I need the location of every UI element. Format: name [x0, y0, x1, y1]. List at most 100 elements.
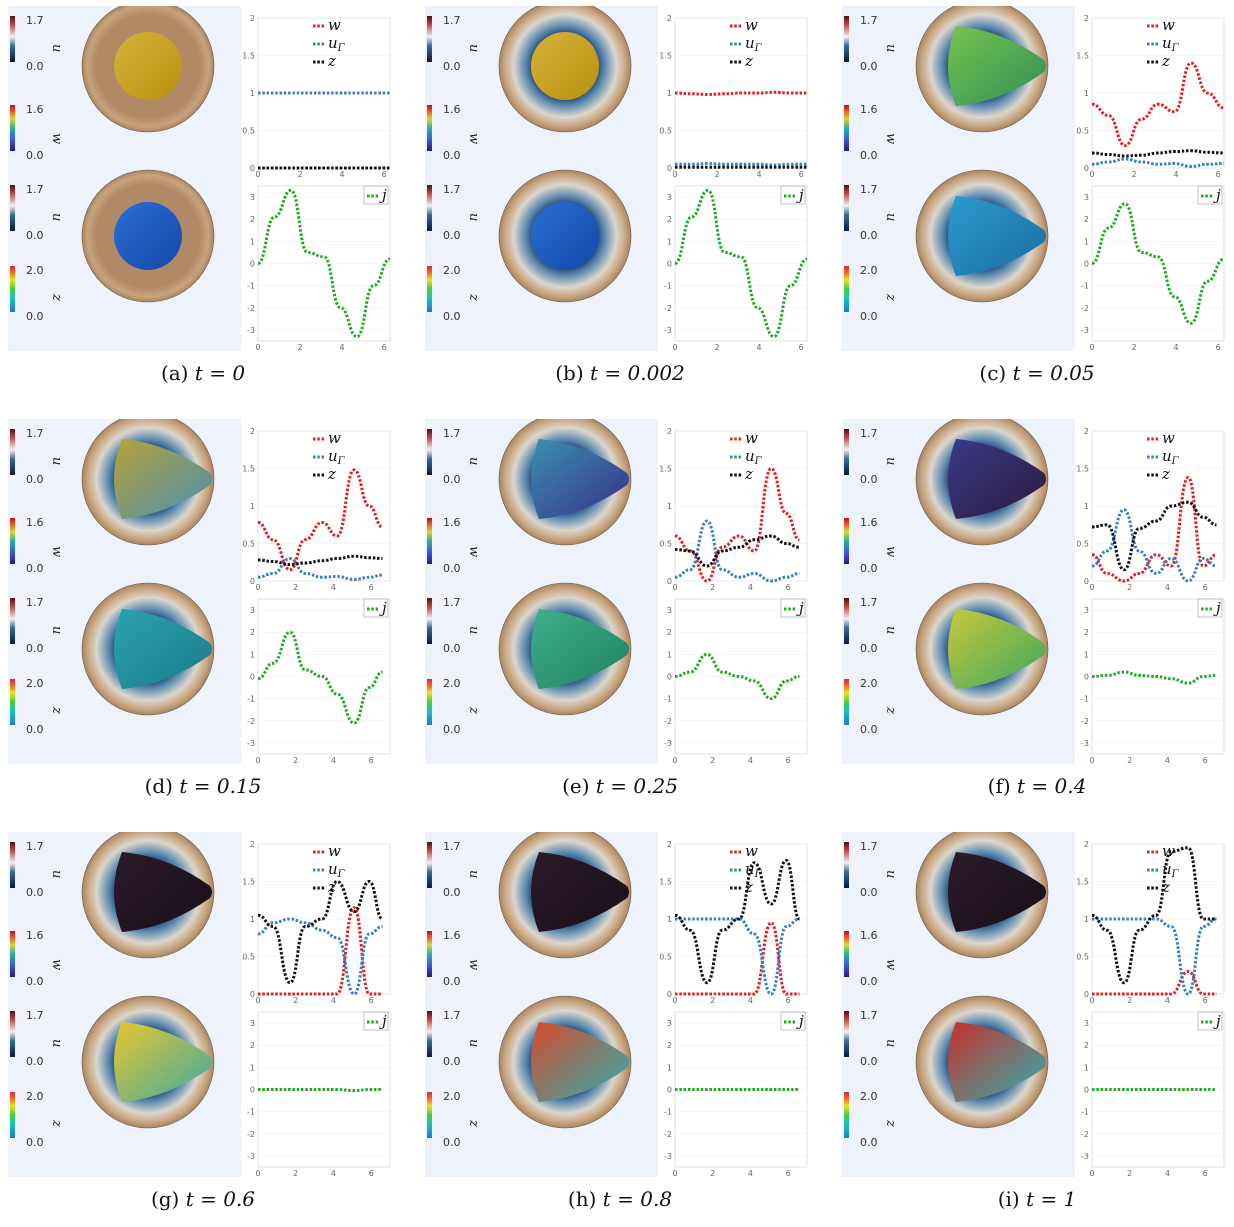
series-j-line	[257, 188, 391, 339]
series-w-line	[675, 921, 800, 996]
top-plot-ytick: 1	[667, 915, 672, 924]
bottom-plot-ytick: 0	[667, 1086, 672, 1095]
panel-e: 1.7 0.0 u 1.6 0.0 w 1.7 0.0 u 2.0 0.0 z 0 0.5 1 1.5 2 0 2 4…	[425, 419, 815, 814]
top-plot-ytick: 0	[1084, 164, 1089, 173]
top-plot-xtick: 2	[710, 996, 715, 1005]
colorbar-z	[427, 1092, 432, 1138]
bottom-plot-ytick: 2	[667, 1041, 672, 1050]
colorbar-u-bottom-label: u	[883, 1039, 898, 1047]
bottom-plot-xtick: 2	[293, 756, 298, 764]
colorbar-z-max: 2.0	[860, 677, 878, 690]
bottom-plot-ytick: 1	[667, 237, 672, 246]
colorbar-z-max: 2.0	[443, 1090, 461, 1103]
colorbar-u-bottom-max: 1.7	[443, 183, 461, 196]
colorbar-u-top	[10, 429, 15, 475]
top-plot-ytick: 0	[250, 990, 255, 999]
bottom-plot-xtick: 6	[786, 1169, 791, 1177]
panel-visual: 1.7 0.0 u 1.6 0.0 w 1.7 0.0 u 2.0 0.0 z 0 0.5 1 1.5 2 0 2 4…	[8, 6, 391, 351]
bottom-plot-ytick: -1	[247, 282, 255, 291]
legend-w-label: w	[1162, 429, 1175, 447]
panel-d: 1.7 0.0 u 1.6 0.0 w 1.7 0.0 u 2.0 0.0 z 0 0.5 1 1.5 2 0 2 4…	[8, 419, 398, 814]
panel-caption: (c) t = 0.05	[842, 361, 1232, 385]
colorbar-w-min: 0.0	[860, 149, 878, 162]
colorbar-u-bottom-label: u	[883, 213, 898, 221]
colorbar-z-min: 0.0	[443, 1136, 461, 1149]
bottom-plot-ytick: -1	[1081, 282, 1089, 291]
series-ugamma-line	[674, 519, 800, 583]
top-plot-ytick: 2	[667, 14, 672, 23]
colorbar-u-bottom-max: 1.7	[443, 1009, 461, 1022]
top-plot-ytick: 1	[667, 502, 672, 511]
colorbar-u-top-max: 1.7	[26, 840, 44, 853]
top-plot-ytick: 1.5	[659, 465, 672, 474]
top-plot-xtick: 2	[714, 170, 719, 179]
legend-w-label: w	[1162, 842, 1175, 860]
panel-visual: 1.7 0.0 u 1.6 0.0 w 1.7 0.0 u 2.0 0.0 z 0 0.5 1 1.5 2 0 2 4…	[842, 832, 1225, 1177]
panel-c: 1.7 0.0 u 1.6 0.0 w 1.7 0.0 u 2.0 0.0 z 0 0.5 1 1.5 2 0 2 4…	[842, 6, 1232, 401]
bottom-plot-ytick: 0	[1084, 673, 1089, 682]
panel-caption-label: (c)	[979, 361, 1007, 385]
series-z-line	[1091, 149, 1225, 158]
bottom-plot-xtick: 6	[1203, 1169, 1208, 1177]
inner-body-bot	[114, 202, 182, 270]
bottom-plot-ytick: -1	[1081, 695, 1089, 704]
top-plot-ytick: 0	[1084, 990, 1089, 999]
panel-visual: 1.7 0.0 u 1.6 0.0 w 1.7 0.0 u 2.0 0.0 z 0 0.5 1 1.5 2 0 2 4…	[8, 419, 391, 764]
top-plot-ytick: 1	[250, 89, 255, 98]
series-w-line	[258, 906, 383, 996]
legend-w-label: w	[328, 429, 341, 447]
legend-ugamma-subscript: Γ	[337, 456, 346, 467]
bottom-plot-xtick: 0	[255, 756, 260, 764]
colorbar-w-max: 1.6	[443, 929, 461, 942]
bottom-plot-ytick: -2	[664, 717, 672, 726]
top-plot-ytick: 1	[1084, 915, 1089, 924]
bottom-plot-ytick: 1	[1084, 237, 1089, 246]
top-plot-xtick: 0	[1089, 583, 1094, 592]
top-plot-xtick: 4	[748, 996, 753, 1005]
colorbar-u-top	[427, 429, 432, 475]
legend-j-label: j	[796, 186, 804, 204]
colorbar-w-label: w	[883, 133, 898, 144]
panel-caption: (b) t = 0.002	[425, 361, 815, 385]
bottom-plot-ytick: 2	[1084, 215, 1089, 224]
panel-caption-label: (h)	[567, 1187, 597, 1211]
colorbar-u-bottom-min: 0.0	[860, 1055, 878, 1068]
colorbar-z-min: 0.0	[860, 310, 878, 323]
panel-visual: 1.7 0.0 u 1.6 0.0 w 1.7 0.0 u 2.0 0.0 z 0 0.5 1 1.5 2 0 2 4…	[842, 6, 1225, 351]
bottom-plot-xtick: 0	[1089, 1169, 1094, 1177]
bottom-plot-ytick: -2	[1081, 1130, 1089, 1139]
legend-j-label: j	[796, 1012, 804, 1030]
colorbar-u-bottom-label: u	[49, 1039, 64, 1047]
top-plot-ytick: 0.5	[1076, 127, 1089, 136]
bottom-plot-ytick: 1	[250, 650, 255, 659]
colorbar-z-max: 2.0	[860, 1090, 878, 1103]
top-plot-xtick: 4	[331, 996, 336, 1005]
colorbar-u-bottom-label: u	[49, 626, 64, 634]
colorbar-z-label: z	[883, 706, 898, 714]
top-plot-xtick: 0	[672, 583, 677, 592]
bottom-plot-xtick: 4	[340, 343, 345, 351]
bottom-plot-ytick: -2	[1081, 304, 1089, 313]
series-ugamma-line	[675, 161, 808, 167]
panel-visual: 1.7 0.0 u 1.6 0.0 w 1.7 0.0 u 2.0 0.0 z 0 0.5 1 1.5 2 0 2 4…	[425, 419, 808, 764]
colorbar-z-max: 2.0	[443, 677, 461, 690]
top-plot-xtick: 6	[799, 170, 804, 179]
bottom-plot-xtick: 6	[382, 343, 387, 351]
inner-body-top	[948, 439, 1046, 519]
colorbar-u-bottom	[427, 598, 432, 644]
colorbar-z-min: 0.0	[443, 723, 461, 736]
colorbar-z-min: 0.0	[860, 723, 878, 736]
inner-body-top	[114, 32, 182, 100]
colorbar-w-max: 1.6	[26, 103, 44, 116]
top-plot-xtick: 6	[1203, 996, 1208, 1005]
panel-caption-label: (a)	[160, 361, 189, 385]
colorbar-u-bottom	[10, 1011, 15, 1057]
colorbar-u-bottom	[10, 598, 15, 644]
colorbar-u-top	[844, 429, 849, 475]
series-w-line	[1091, 61, 1225, 148]
bottom-plot-xtick: 4	[1165, 756, 1170, 764]
top-plot-xtick: 6	[369, 583, 374, 592]
colorbar-w-label: w	[49, 133, 64, 144]
inner-body-bot	[948, 609, 1046, 689]
panel-b: 1.7 0.0 u 1.6 0.0 w 1.7 0.0 u 2.0 0.0 z 0 0.5 1 1.5 2 0 2 4…	[425, 6, 815, 401]
